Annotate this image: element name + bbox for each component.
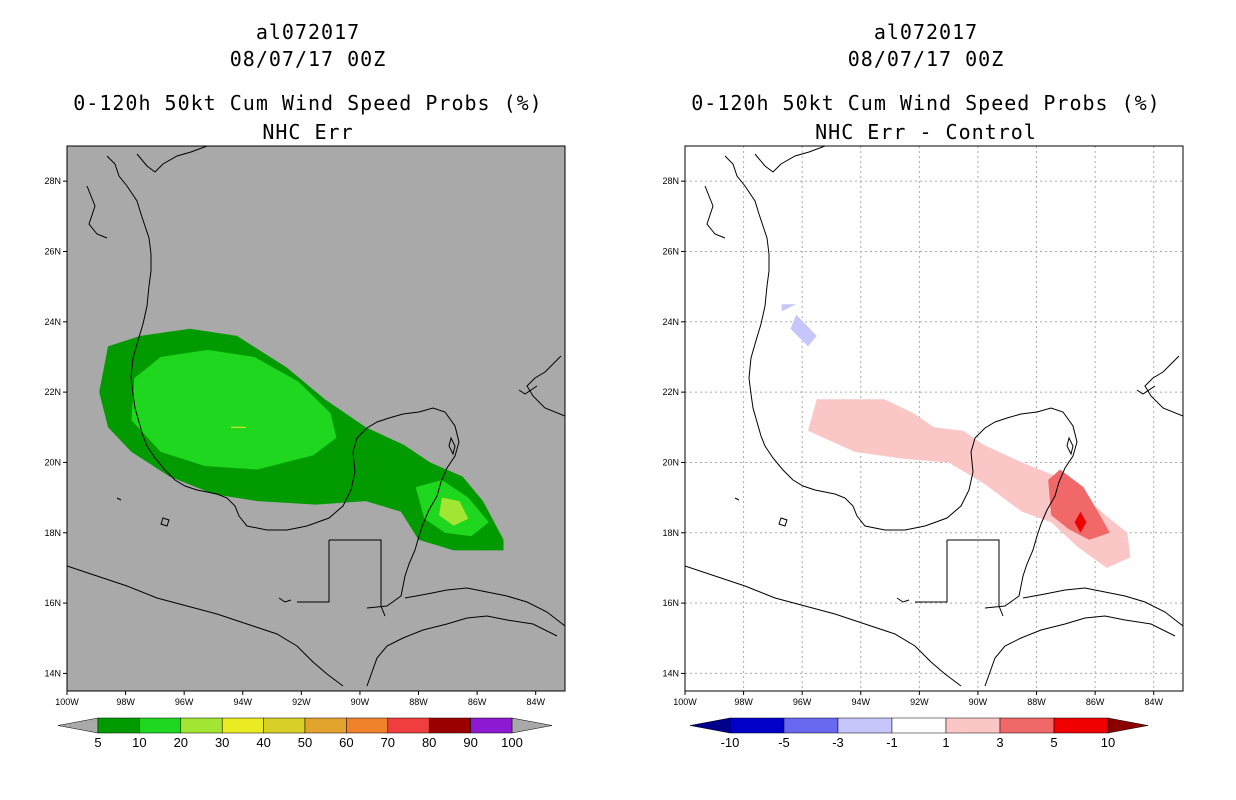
left-title-product: 0-120h 50kt Cum Wind Speed Probs (%) [73,91,543,115]
right-xtick-label: 96W [793,697,812,707]
left-colorbar-swatch [139,717,182,734]
left-xtick-label: 100W [55,697,79,707]
right-colorbar-swatch [999,717,1055,734]
left-colorbar-end-high [511,717,553,734]
right-ytick-label: 28N [662,176,679,186]
right-contour-3 [1048,469,1110,540]
right-title-subtitle: NHC Err - Control [815,120,1037,144]
left-ytick-label: 26N [44,246,61,256]
right-colorbar-end-low [689,717,731,734]
left-colorbar-label: 10 [132,735,146,750]
left-xtick-label: 94W [234,697,253,707]
right-colorbar-swatch [1053,717,1109,734]
left-title-subtitle: NHC Err [262,120,354,144]
right-ytick-label: 24N [662,317,679,327]
left-colorbar-swatch [180,717,223,734]
left-colorbar-swatch [346,717,389,734]
right-xtick-label: 98W [734,697,753,707]
left-colorbar-label: 80 [422,735,436,750]
left-xtick-label: 96W [175,697,194,707]
left-colorbar-label: 5 [94,735,101,750]
right-colorbar-label: -1 [886,735,898,750]
left-colorbar-label: 30 [215,735,229,750]
left-xtick-label: 88W [409,697,428,707]
left-colorbar-label: 50 [298,735,312,750]
right-xtick-label: 94W [852,697,871,707]
right-colorbar-swatch [729,717,785,734]
right-xtick-label: 100W [673,697,697,707]
left-title-date: 08/07/17 00Z [229,47,387,71]
right-xtick-label: 86W [1086,697,1105,707]
right-ytick-label: 14N [662,668,679,678]
left-colorbar-label: 100 [501,735,523,750]
left-ytick-label: 18N [44,528,61,538]
left-colorbar-swatch [263,717,306,734]
right-colorbar-label: 1 [942,735,949,750]
right-ytick-label: 16N [662,598,679,608]
right-colorbar-swatch [837,717,893,734]
left-frame [66,145,566,692]
right-colorbar-swatch [783,717,839,734]
right-contour-1 [808,399,1131,568]
right-xtick-label: 88W [1027,697,1046,707]
right-frame [684,145,1184,692]
left-contour-10 [131,349,337,470]
left-colorbar-swatch [221,717,264,734]
left-xtick-label: 84W [526,697,545,707]
left-ytick-label: 28N [44,176,61,186]
right-contour-neg-small [781,304,797,312]
right-title-date: 08/07/17 00Z [847,47,1005,71]
left-ytick-label: 16N [44,598,61,608]
right-colorbar-label: -10 [721,735,740,750]
right-contour-neg [790,314,817,347]
left-colorbar-end-low [57,717,99,734]
right-colorbar-label: 5 [1050,735,1057,750]
left-colorbar-label: 70 [381,735,395,750]
right-colorbar-label: 3 [996,735,1003,750]
right-colorbar-swatch [891,717,947,734]
right-colorbar-label: -3 [832,735,844,750]
left-colorbar-swatch [387,717,430,734]
right-colorbar-label: -5 [778,735,790,750]
right-ytick-label: 20N [662,457,679,467]
right-colorbar-end-high [1107,717,1149,734]
right-xtick-label: 92W [910,697,929,707]
right-xtick-label: 84W [1144,697,1163,707]
right-ytick-label: 26N [662,246,679,256]
left-xtick-label: 90W [351,697,370,707]
left-xtick-label: 86W [468,697,487,707]
left-ytick-label: 24N [44,317,61,327]
right-title-product: 0-120h 50kt Cum Wind Speed Probs (%) [691,91,1161,115]
right-colorbar-label: 10 [1101,735,1115,750]
left-colorbar-label: 60 [339,735,353,750]
left-title-storm: al072017 [255,20,361,44]
left-colorbar-label: 20 [174,735,188,750]
right-contour-5 [1074,511,1087,533]
left-ytick-label: 22N [44,387,61,397]
right-xtick-label: 90W [969,697,988,707]
left-ytick-label: 20N [44,457,61,467]
left-colorbar-swatch [97,717,140,734]
left-colorbar-swatch [428,717,471,734]
right-map-background [685,146,1183,691]
right-ytick-label: 18N [662,528,679,538]
left-xtick-label: 98W [116,697,135,707]
right-colorbar-swatch [945,717,1001,734]
right-ytick-label: 22N [662,387,679,397]
left-colorbar-label: 40 [256,735,270,750]
right-title-storm: al072017 [873,20,979,44]
left-colorbar-swatch [304,717,347,734]
left-contour-20 [439,497,469,526]
left-colorbar-label: 90 [463,735,477,750]
left-colorbar-swatch [470,717,513,734]
left-ytick-label: 14N [44,668,61,678]
left-xtick-label: 92W [292,697,311,707]
